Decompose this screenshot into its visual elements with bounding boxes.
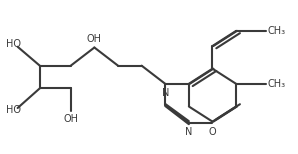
Text: HO: HO [6,105,21,115]
Text: O: O [209,127,216,137]
Text: N: N [162,88,169,98]
Text: OH: OH [63,114,78,124]
Text: OH: OH [87,34,102,44]
Text: CH₃: CH₃ [267,79,285,89]
Text: N: N [185,127,193,137]
Text: CH₃: CH₃ [267,26,285,36]
Text: HO: HO [6,39,21,49]
